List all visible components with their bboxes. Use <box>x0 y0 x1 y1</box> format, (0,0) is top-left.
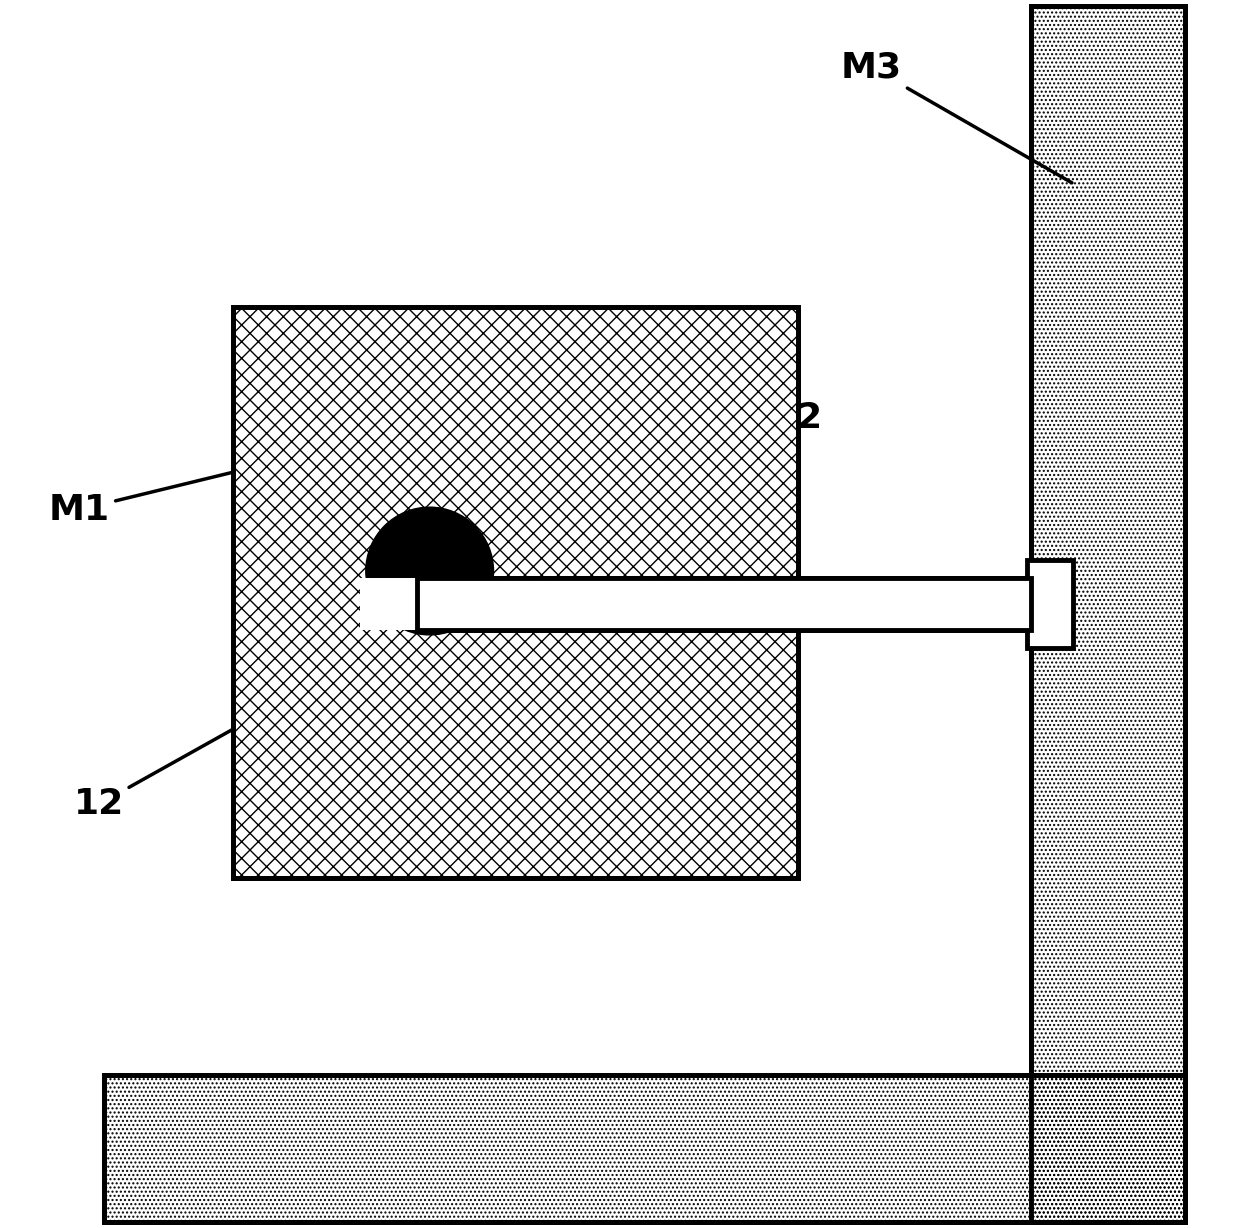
Bar <box>360 578 560 630</box>
Text: M2: M2 <box>744 400 822 580</box>
Circle shape <box>366 507 494 635</box>
Bar <box>418 578 1032 630</box>
Bar <box>1027 560 1074 648</box>
Bar <box>104 1074 1185 1222</box>
Text: 12: 12 <box>73 658 360 822</box>
Bar <box>418 578 1032 630</box>
Text: M3: M3 <box>841 50 1071 183</box>
Bar <box>233 307 799 878</box>
Bar <box>1032 6 1185 1222</box>
Bar <box>233 307 799 878</box>
Bar <box>104 1074 1185 1222</box>
Text: M1: M1 <box>50 449 329 527</box>
Bar <box>1032 6 1185 1222</box>
